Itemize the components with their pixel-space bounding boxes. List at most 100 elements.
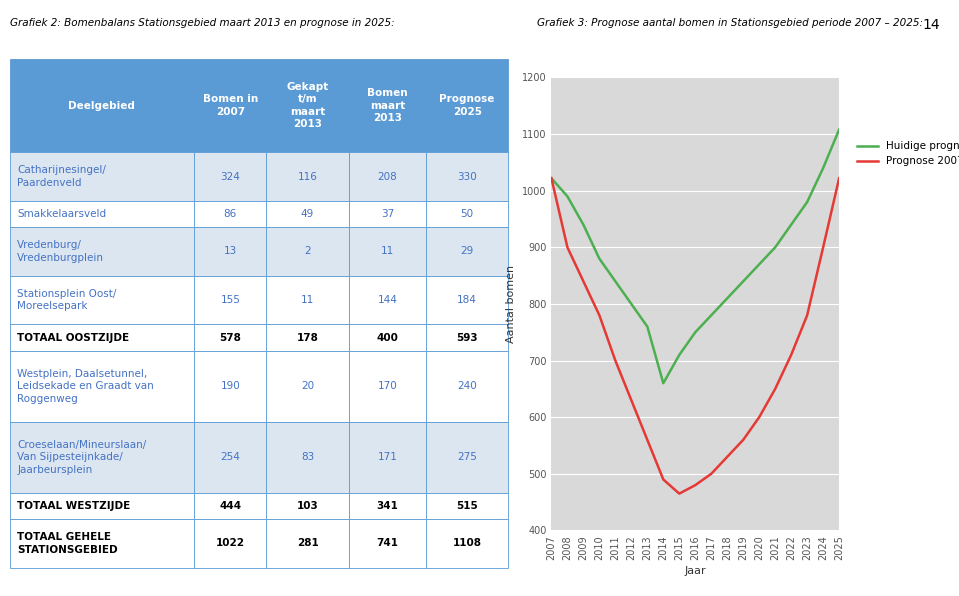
Bar <box>426 422 508 493</box>
Text: 208: 208 <box>378 172 397 182</box>
Text: 515: 515 <box>456 501 478 511</box>
Text: 116: 116 <box>297 172 317 182</box>
Bar <box>426 350 508 422</box>
Bar <box>10 227 194 276</box>
Text: 37: 37 <box>381 209 394 219</box>
Text: 341: 341 <box>376 501 398 511</box>
Bar <box>267 422 349 493</box>
Text: 13: 13 <box>223 247 237 256</box>
Text: Catharijnesingel/
Paardenveld: Catharijnesingel/ Paardenveld <box>17 166 105 188</box>
Text: 171: 171 <box>378 452 397 462</box>
Text: 190: 190 <box>221 381 240 391</box>
Bar <box>426 201 508 227</box>
Bar <box>194 324 267 350</box>
Text: 178: 178 <box>296 333 318 343</box>
Bar <box>349 324 426 350</box>
Text: TOTAAL GEHELE
STATIONSGEBIED: TOTAAL GEHELE STATIONSGEBIED <box>17 532 118 554</box>
Bar <box>10 422 194 493</box>
Bar <box>349 519 426 567</box>
Text: 1022: 1022 <box>216 538 245 548</box>
Bar <box>267 201 349 227</box>
Bar <box>349 493 426 519</box>
Text: Westplein, Daalsetunnel,
Leidsekade en Graadt van
Roggenweg: Westplein, Daalsetunnel, Leidsekade en G… <box>17 369 153 403</box>
Text: 14: 14 <box>923 18 940 32</box>
Text: Grafiek 2: Bomenbalans Stationsgebied maart 2013 en prognose in 2025:: Grafiek 2: Bomenbalans Stationsgebied ma… <box>10 18 394 28</box>
Bar <box>10 153 194 201</box>
Bar <box>194 276 267 324</box>
Bar <box>426 493 508 519</box>
Text: Deelgebied: Deelgebied <box>68 101 135 111</box>
Bar <box>349 227 426 276</box>
Bar <box>10 324 194 350</box>
Bar <box>349 276 426 324</box>
Text: TOTAAL WESTZIJDE: TOTAAL WESTZIJDE <box>17 501 130 511</box>
Bar <box>426 59 508 153</box>
Text: 240: 240 <box>457 381 477 391</box>
Bar <box>349 201 426 227</box>
Text: 103: 103 <box>296 501 318 511</box>
Text: TOTAAL OOSTZIJDE: TOTAAL OOSTZIJDE <box>17 333 129 343</box>
Bar <box>267 227 349 276</box>
Bar <box>10 59 194 153</box>
Text: 170: 170 <box>378 381 397 391</box>
Text: Stationsplein Oost/
Moreelsepark: Stationsplein Oost/ Moreelsepark <box>17 289 116 311</box>
Text: 155: 155 <box>221 295 240 305</box>
Bar <box>426 276 508 324</box>
Text: 324: 324 <box>221 172 240 182</box>
Bar <box>349 153 426 201</box>
Bar <box>194 519 267 567</box>
Text: 184: 184 <box>457 295 477 305</box>
Bar <box>194 493 267 519</box>
Text: Smakkelaarsveld: Smakkelaarsveld <box>17 209 106 219</box>
Text: Bomen in
2007: Bomen in 2007 <box>202 94 258 117</box>
Bar <box>267 493 349 519</box>
Text: 29: 29 <box>460 247 474 256</box>
Text: 330: 330 <box>457 172 477 182</box>
Text: 281: 281 <box>296 538 318 548</box>
Bar <box>267 59 349 153</box>
Text: 11: 11 <box>381 247 394 256</box>
Bar <box>194 59 267 153</box>
Text: 741: 741 <box>376 538 398 548</box>
Text: 144: 144 <box>378 295 397 305</box>
Text: 578: 578 <box>220 333 242 343</box>
Bar <box>194 227 267 276</box>
X-axis label: Jaar: Jaar <box>685 566 706 576</box>
Bar <box>267 153 349 201</box>
Y-axis label: Aantal bomen: Aantal bomen <box>506 265 516 343</box>
Bar <box>10 350 194 422</box>
Text: 20: 20 <box>301 381 315 391</box>
Text: Bomen
maart
2013: Bomen maart 2013 <box>367 88 408 123</box>
Bar <box>194 153 267 201</box>
Bar <box>267 324 349 350</box>
Text: 254: 254 <box>221 452 240 462</box>
Bar <box>10 276 194 324</box>
Bar <box>267 350 349 422</box>
Text: Grafiek 3: Prognose aantal bomen in Stationsgebied periode 2007 – 2025:: Grafiek 3: Prognose aantal bomen in Stat… <box>537 18 924 28</box>
Bar <box>426 153 508 201</box>
Bar <box>426 227 508 276</box>
Bar <box>267 276 349 324</box>
Bar <box>426 324 508 350</box>
Bar <box>349 422 426 493</box>
Text: 400: 400 <box>376 333 398 343</box>
Bar <box>267 519 349 567</box>
Bar <box>10 201 194 227</box>
Text: 275: 275 <box>457 452 477 462</box>
Text: 1108: 1108 <box>453 538 481 548</box>
Text: 49: 49 <box>301 209 315 219</box>
Text: 50: 50 <box>460 209 474 219</box>
Legend: Huidige prognose, Prognose 2007: Huidige prognose, Prognose 2007 <box>853 137 959 170</box>
Bar <box>349 59 426 153</box>
Text: Vredenburg/
Vredenburgplein: Vredenburg/ Vredenburgplein <box>17 240 105 263</box>
Bar <box>194 422 267 493</box>
Bar <box>426 519 508 567</box>
Text: 593: 593 <box>456 333 478 343</box>
Bar <box>10 493 194 519</box>
Text: 2: 2 <box>304 247 311 256</box>
Bar <box>194 350 267 422</box>
Bar <box>10 519 194 567</box>
Bar <box>349 350 426 422</box>
Bar <box>194 201 267 227</box>
Text: 444: 444 <box>220 501 242 511</box>
